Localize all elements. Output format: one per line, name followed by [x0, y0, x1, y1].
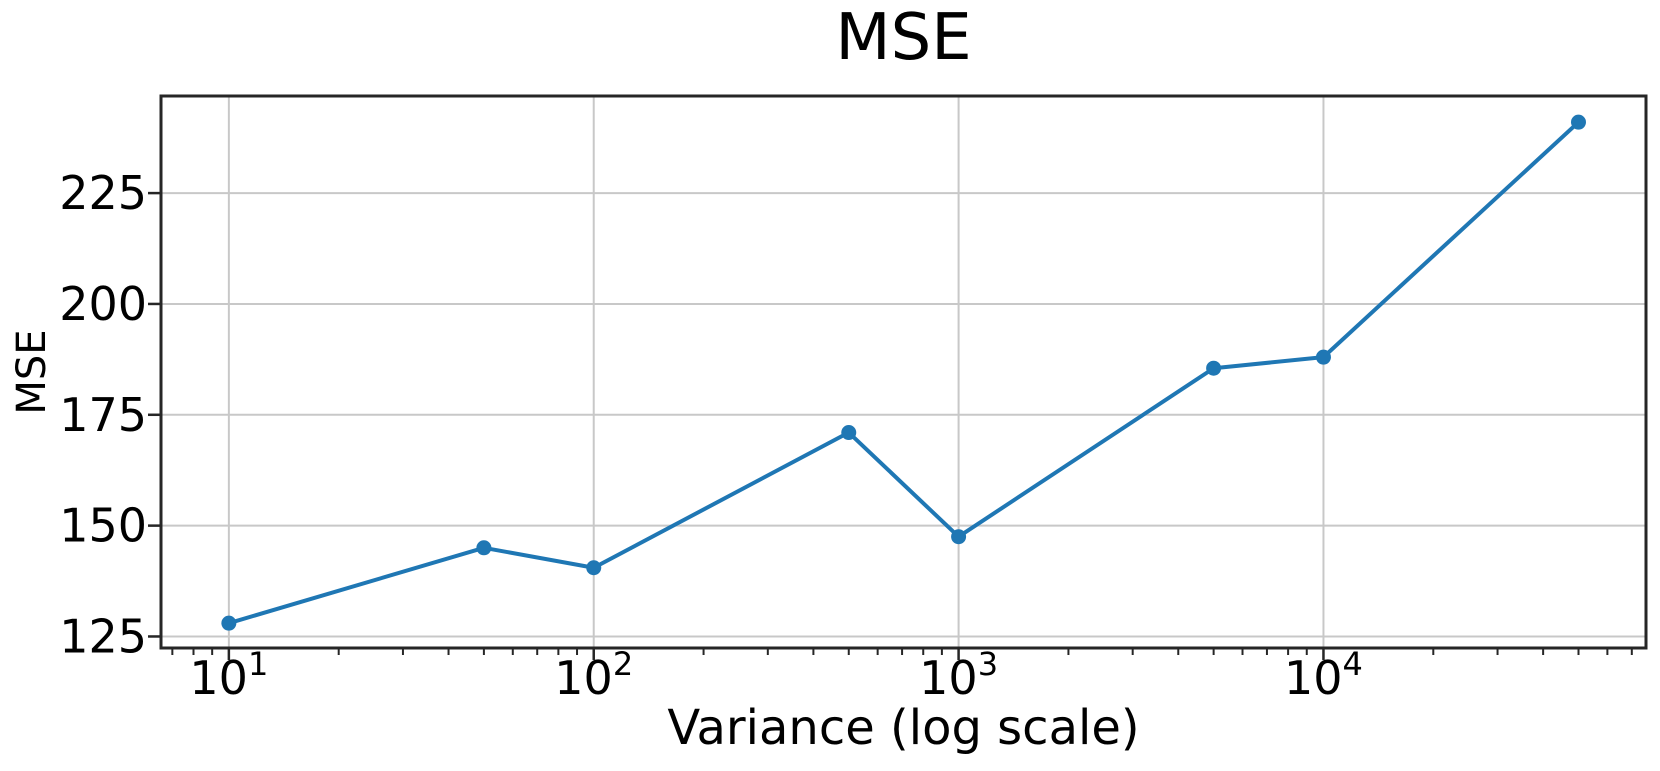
y-axis-label: MSE — [9, 329, 55, 414]
data-point-4 — [951, 529, 967, 545]
x-tick-label: 104 — [1284, 645, 1363, 705]
x-tick-label: 102 — [554, 645, 633, 705]
chart-title: MSE — [835, 1, 971, 75]
x-tick-label: 101 — [189, 645, 268, 705]
plot-border — [159, 94, 1648, 650]
x-tick-label: 103 — [919, 645, 998, 705]
data-point-6 — [1315, 349, 1331, 365]
y-tick-label: 175 — [59, 388, 147, 442]
data-line — [226, 120, 1581, 626]
y-tick-label: 150 — [59, 499, 147, 553]
y-tick-label: 225 — [59, 166, 147, 220]
data-point-1 — [476, 540, 492, 556]
x-axis-label: Variance (log scale) — [667, 700, 1139, 756]
data-point-5 — [1206, 360, 1222, 376]
data-point-2 — [586, 560, 602, 576]
data-point-0 — [221, 615, 237, 631]
y-tick-label: 125 — [59, 609, 147, 663]
y-tick-label: 200 — [59, 277, 147, 331]
data-point-7 — [1570, 114, 1586, 130]
data-point-3 — [841, 425, 857, 441]
